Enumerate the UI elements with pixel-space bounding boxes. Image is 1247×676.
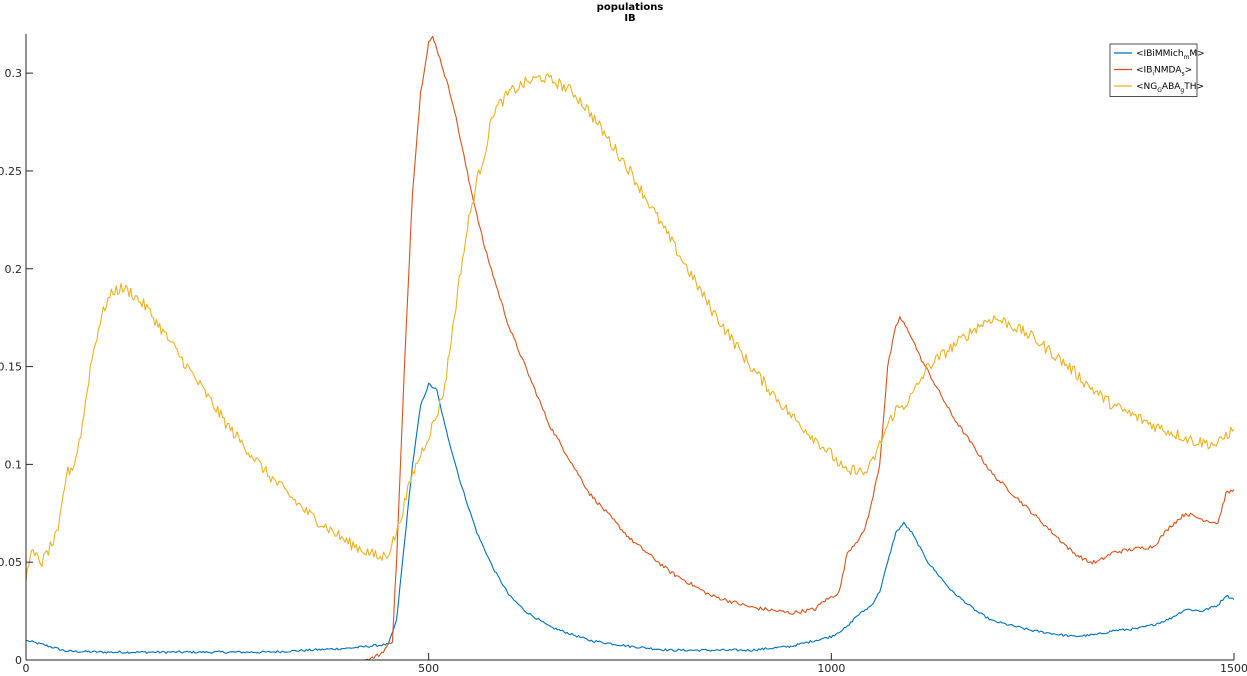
x-tick-label: 1000 [817, 662, 845, 675]
x-tick-label: 0 [23, 662, 30, 675]
y-tick-label: 0 [15, 654, 22, 667]
x-tick-label: 1500 [1220, 662, 1247, 675]
y-tick-label: 0.2 [5, 263, 23, 276]
legend-label: <IBiMMichmM> [1136, 49, 1205, 61]
series-line-0 [25, 382, 1235, 654]
series-line-2 [25, 73, 1235, 582]
y-tick-label: 0.05 [0, 556, 22, 569]
chart-title-line: IB [624, 13, 635, 24]
axes-layer [25, 34, 1234, 661]
y-tick-label: 0.15 [0, 361, 22, 374]
legend: <IBiMMichmM> <IBiNMDAs> <NGGABAgTH> [1109, 43, 1205, 97]
legend-label: <NGGABAgTH> [1136, 82, 1204, 94]
legend-label: <IBiNMDAs> [1136, 66, 1192, 78]
chart-title-line: populations [597, 2, 664, 13]
plot-area [26, 34, 1234, 660]
x-tick-label: 500 [418, 662, 439, 675]
y-tick-label: 0.1 [5, 458, 23, 471]
y-tick-label: 0.25 [0, 165, 22, 178]
ticks-layer: 0 500 1000 1500 0 0.05 0.1 0.15 0.2 0.25 0.3 [0, 67, 1247, 675]
y-tick-label: 0.3 [5, 67, 23, 80]
